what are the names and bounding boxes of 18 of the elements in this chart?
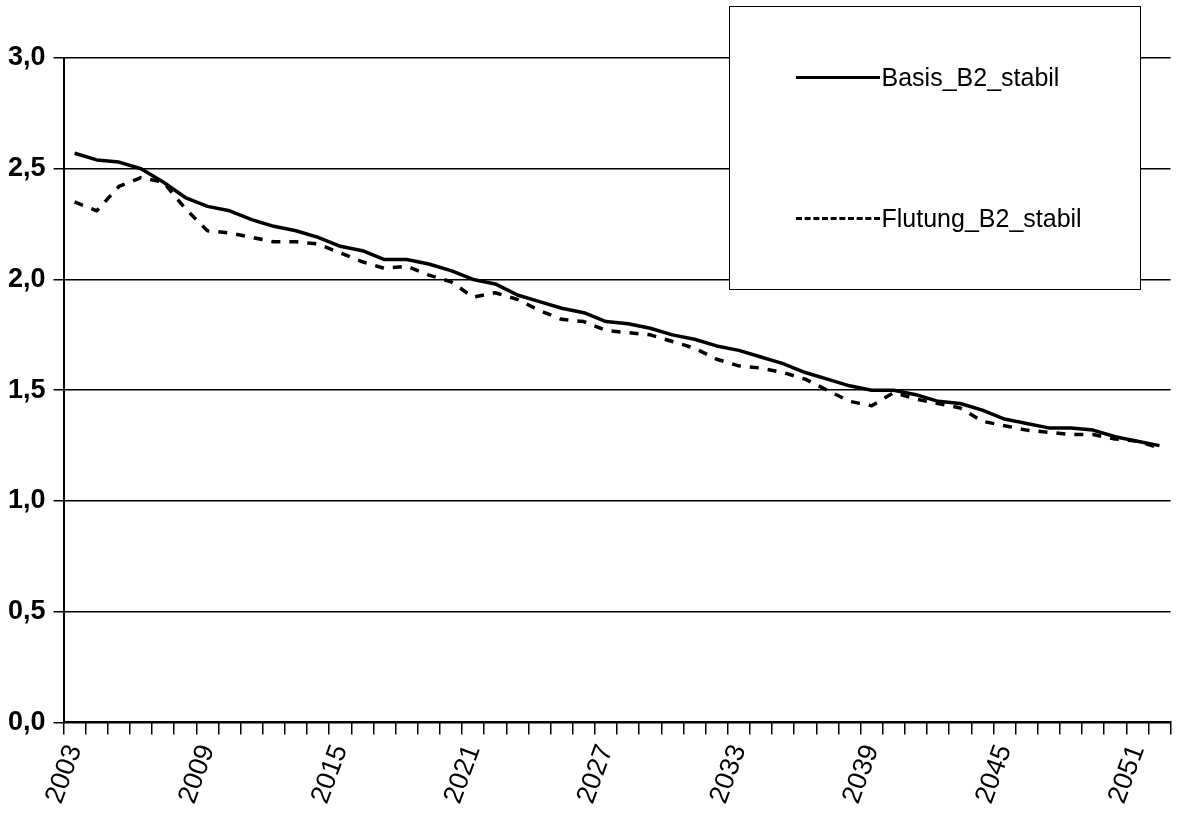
y-tick-label: 2,5 — [7, 152, 46, 183]
legend-label: Basis_B2_stabil — [881, 63, 1060, 92]
x-tick-label: 2033 — [702, 740, 752, 808]
x-tick-label: 2015 — [304, 740, 353, 808]
x-tick-label: 2039 — [835, 740, 885, 808]
x-tick-label: 2045 — [968, 740, 1018, 808]
y-tick-label: 0,0 — [7, 705, 46, 736]
x-tick-label: 2003 — [38, 740, 88, 808]
y-tick-label: 0,5 — [7, 595, 46, 626]
y-tick-label: 2,0 — [7, 262, 46, 293]
y-tick-label: 1,0 — [7, 484, 46, 515]
x-tick-label: 2051 — [1101, 740, 1150, 808]
y-tick-label: 3,0 — [7, 41, 46, 72]
y-tick-label: 1,5 — [7, 373, 46, 404]
x-tick-label: 2009 — [171, 740, 221, 808]
x-tick-label: 2021 — [437, 740, 486, 808]
x-tick-label: 2027 — [569, 740, 619, 808]
legend-label: Flutung_B2_stabil — [881, 204, 1082, 233]
